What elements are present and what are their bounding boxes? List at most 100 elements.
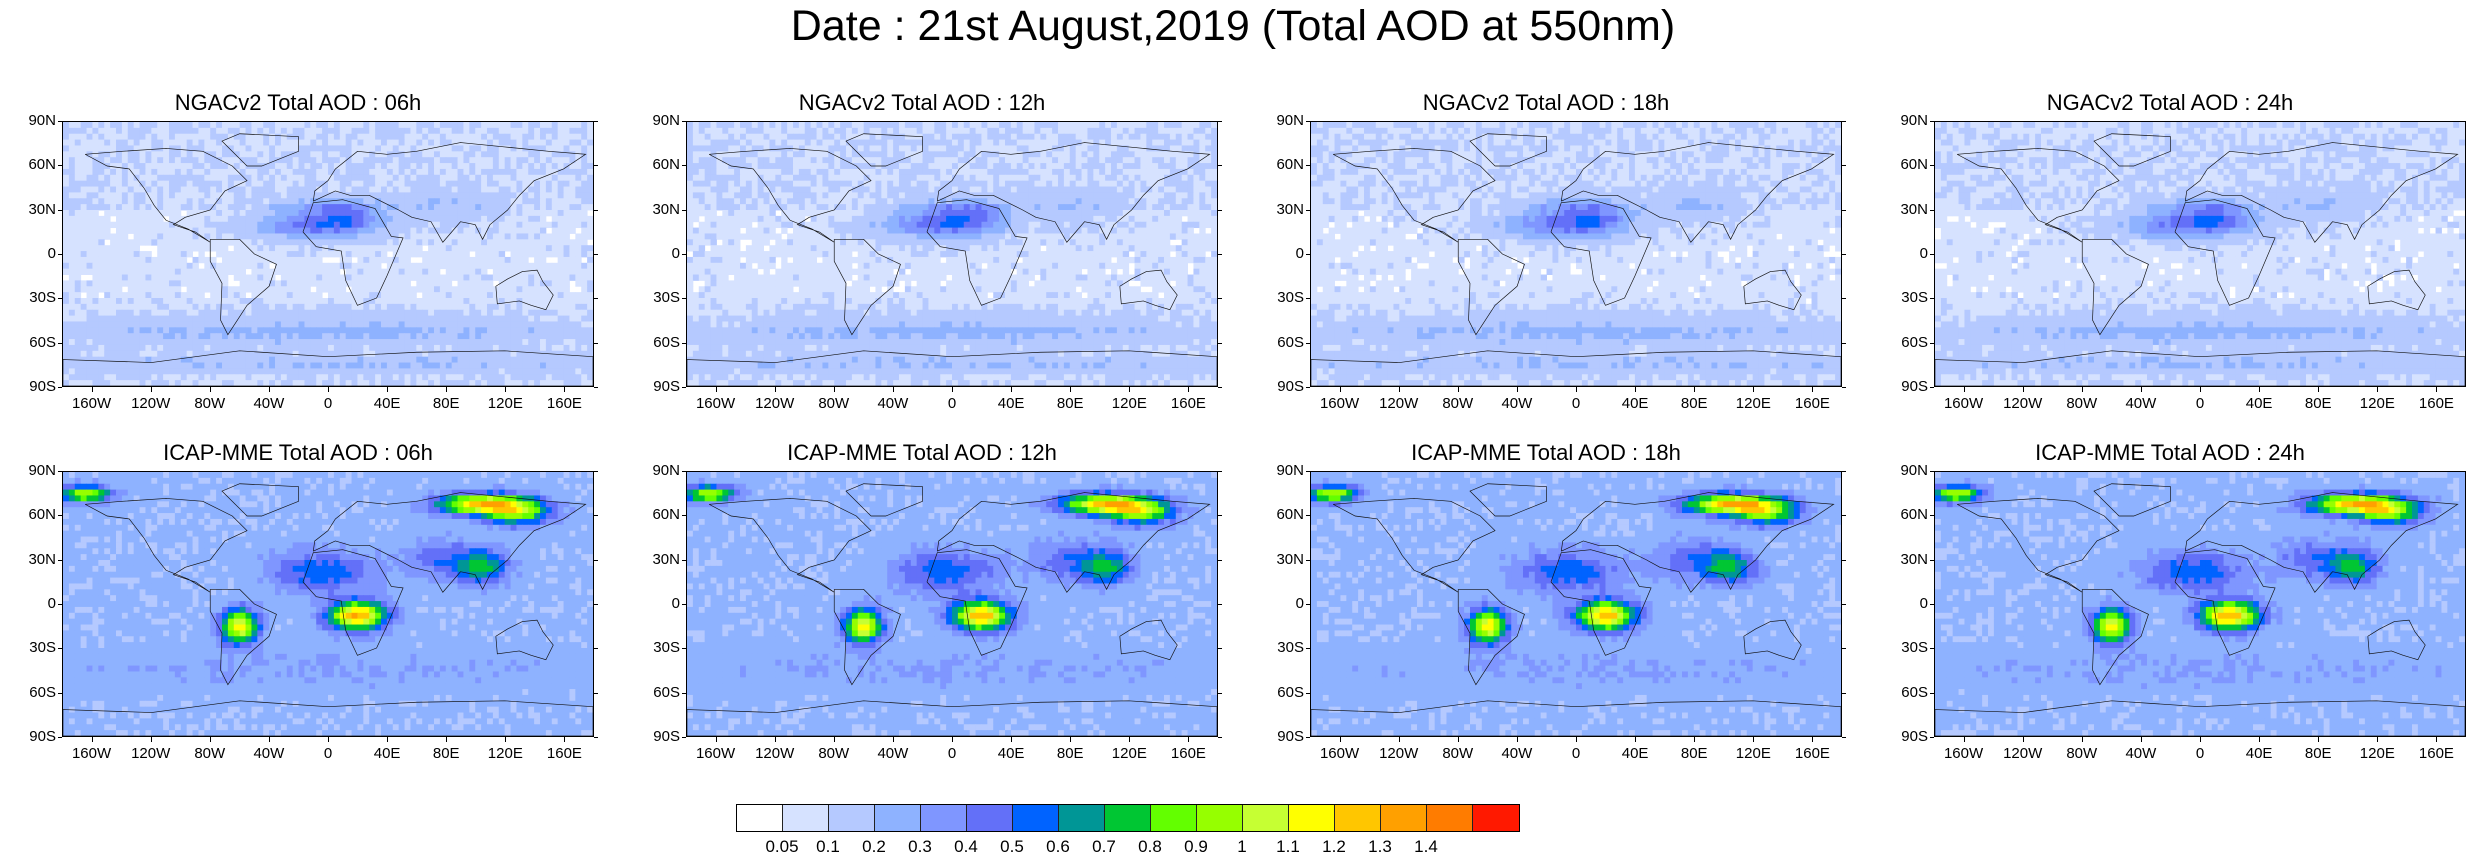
aod-cell — [522, 263, 528, 269]
aod-cell — [198, 292, 204, 298]
aod-cell — [481, 257, 487, 263]
aod-cell — [352, 233, 358, 239]
aod-cell — [157, 128, 163, 134]
aod-cell — [304, 163, 310, 169]
aod-cell — [728, 134, 734, 140]
lon-tick-label: 160W — [62, 396, 122, 412]
aod-cell — [334, 263, 340, 269]
aod-cell — [334, 298, 340, 304]
aod-cell — [852, 181, 858, 187]
aod-cell — [540, 339, 546, 345]
aod-cell — [210, 134, 216, 140]
aod-cell — [481, 181, 487, 187]
aod-cell — [505, 157, 511, 163]
aod-cell — [711, 122, 717, 128]
aod-cell — [204, 122, 210, 128]
aod-cell — [870, 169, 876, 175]
aod-cell — [122, 128, 128, 134]
aod-cell — [522, 233, 528, 239]
aod-cell — [198, 169, 204, 175]
aod-cell — [917, 145, 923, 151]
aod-cell — [299, 169, 305, 175]
aod-cell — [1076, 163, 1082, 169]
aod-cell — [381, 374, 387, 380]
aod-cell — [210, 310, 216, 316]
aod-cell — [316, 157, 322, 163]
aod-cell — [1176, 163, 1182, 169]
aod-cell — [511, 357, 517, 363]
aod-cell — [263, 316, 269, 322]
aod-cell — [587, 192, 593, 198]
aod-cell — [905, 128, 911, 134]
aod-cell — [145, 310, 151, 316]
aod-cell — [357, 134, 363, 140]
aod-cell — [575, 357, 581, 363]
aod-cell — [458, 198, 464, 204]
aod-cell — [369, 128, 375, 134]
aod-cell — [569, 368, 575, 374]
aod-cell — [887, 128, 893, 134]
aod-cell — [110, 304, 116, 310]
aod-cell — [546, 163, 552, 169]
aod-cell — [375, 316, 381, 322]
aod-cell — [328, 122, 334, 128]
aod-cell — [81, 192, 87, 198]
aod-cell — [581, 198, 587, 204]
aod-cell — [75, 239, 81, 245]
aod-cell — [228, 157, 234, 163]
aod-cell — [352, 351, 358, 357]
aod-cell — [228, 233, 234, 239]
aod-cell — [316, 280, 322, 286]
aod-cell — [522, 192, 528, 198]
aod-cell — [1205, 134, 1211, 140]
aod-cell — [1158, 151, 1164, 157]
aod-cell — [799, 145, 805, 151]
aod-cell — [387, 128, 393, 134]
aod-cell — [181, 122, 187, 128]
aod-cell — [363, 245, 369, 251]
aod-cell — [387, 333, 393, 339]
aod-cell — [493, 310, 499, 316]
aod-cell — [151, 333, 157, 339]
aod-cell — [69, 134, 75, 140]
aod-cell — [1093, 128, 1099, 134]
lat-tick — [58, 165, 62, 166]
aod-cell — [564, 175, 570, 181]
aod-cell — [575, 198, 581, 204]
aod-cell — [428, 269, 434, 275]
aod-cell — [416, 228, 422, 234]
aod-cell — [316, 263, 322, 269]
aod-cell — [181, 374, 187, 380]
aod-cell — [193, 222, 199, 228]
aod-cell — [764, 122, 770, 128]
aod-cell — [387, 157, 393, 163]
aod-cell — [410, 368, 416, 374]
aod-cell — [522, 251, 528, 257]
aod-cell — [128, 333, 134, 339]
aod-cell — [257, 357, 263, 363]
aod-cell — [175, 357, 181, 363]
aod-cell — [405, 204, 411, 210]
aod-cell — [293, 374, 299, 380]
aod-cell — [587, 140, 593, 146]
aod-cell — [334, 363, 340, 369]
aod-cell — [1176, 157, 1182, 163]
aod-cell — [151, 169, 157, 175]
aod-cell — [511, 222, 517, 228]
aod-cell — [122, 251, 128, 257]
aod-cell — [787, 163, 793, 169]
aod-cell — [63, 310, 69, 316]
aod-cell — [587, 327, 593, 333]
aod-cell — [310, 269, 316, 275]
aod-cell — [387, 140, 393, 146]
aod-cell — [369, 374, 375, 380]
aod-cell — [587, 275, 593, 281]
aod-cell — [528, 192, 534, 198]
aod-cell — [1164, 157, 1170, 163]
aod-cell — [899, 145, 905, 151]
aod-cell — [558, 204, 564, 210]
aod-cell — [269, 251, 275, 257]
aod-cell — [363, 128, 369, 134]
aod-cell — [399, 310, 405, 316]
aod-cell — [281, 310, 287, 316]
